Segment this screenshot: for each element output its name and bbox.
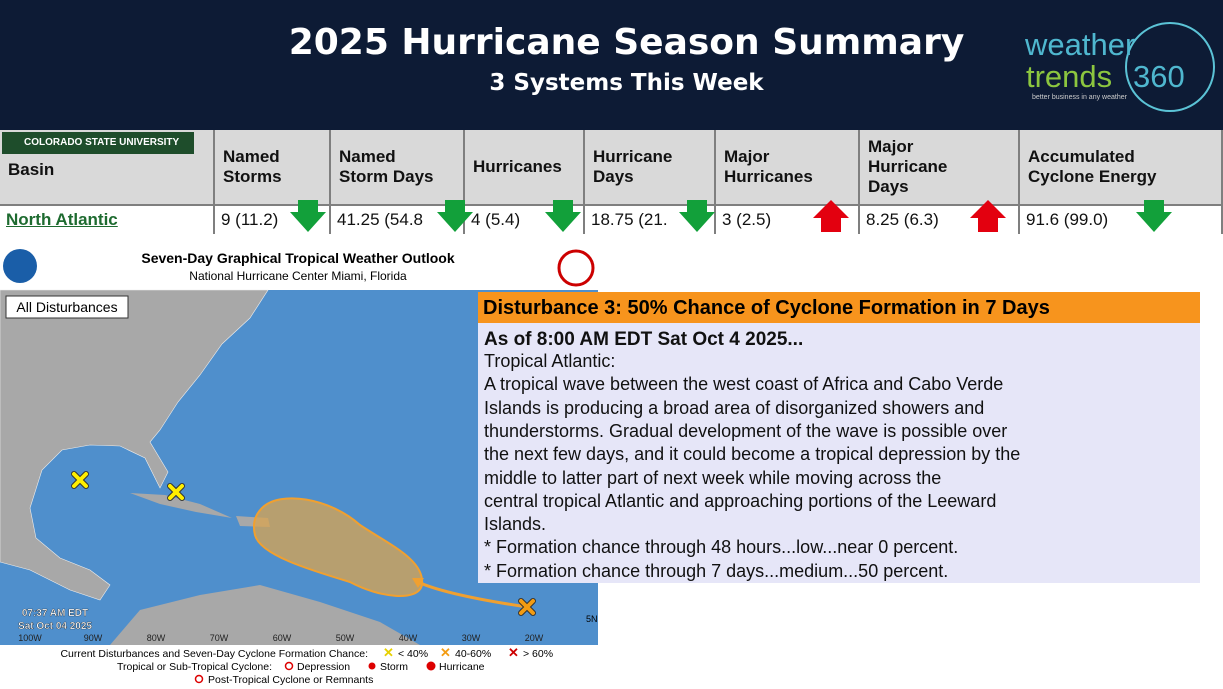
nws-logo: [557, 249, 595, 287]
outlook-as-of: As of 8:00 AM EDT Sat Oct 4 2025...: [484, 329, 804, 350]
land: [0, 289, 269, 601]
logo: weather trends 360 better business in an…: [1024, 22, 1215, 112]
logo-ring: [1125, 22, 1215, 112]
outlook-line: Tropical Atlantic:: [484, 351, 616, 371]
header-line: Hurricane: [593, 147, 673, 166]
legend-icon: [426, 661, 436, 671]
outlook-heading: Disturbance 3: 50% Chance of Cyclone For…: [478, 292, 1200, 323]
legend-text: Current Disturbances and Seven-Day Cyclo…: [60, 648, 368, 660]
legend-text: Depression: [297, 661, 350, 673]
legend-text: > 60%: [523, 648, 553, 660]
header-line: Storms: [223, 167, 282, 186]
outlook-line: * Formation chance through 7 days...medi…: [484, 560, 949, 581]
longitude-label: 20W: [525, 633, 544, 643]
land: [130, 493, 232, 518]
outlook-line: Islands.: [484, 514, 547, 535]
table-cell: 8.25 (6.3): [860, 204, 1020, 234]
table-cell: 18.75 (21.: [585, 204, 716, 234]
outlook-line: thunderstorms. Gradual development of th…: [484, 420, 1008, 441]
track-arrow-head: [412, 578, 424, 588]
longitude-label: 40W: [399, 633, 418, 643]
outlook-line: Islands is producing a broad area of dis…: [484, 397, 985, 418]
outlook-map: Seven-Day Graphical Tropical Weather Out…: [0, 240, 598, 689]
logo-word: 360: [1133, 59, 1185, 94]
header-bar: [0, 0, 1223, 130]
column-header: Named Storm Days: [331, 130, 465, 204]
table-cell: 3 (2.5): [716, 204, 860, 234]
header-line: Days: [593, 167, 634, 186]
table-cell: 4 (5.4): [465, 204, 585, 234]
outlook-line: * Formation chance through 48 hours...lo…: [484, 537, 959, 558]
longitude-label: 90W: [84, 633, 103, 643]
logo-tagline: better business in any weather: [1032, 94, 1128, 101]
column-header: Major Hurricanes: [716, 130, 860, 204]
legend-text: Hurricane: [439, 661, 485, 673]
column-header: Hurricane Days: [585, 130, 716, 204]
csu-badge: COLORADO STATE UNIVERSITY: [2, 132, 194, 154]
up-arrow: [813, 200, 1006, 232]
outlook-line: the next few days, and it could become a…: [484, 444, 1021, 465]
legend-icon: [284, 661, 294, 671]
legend-icon: ✕: [508, 645, 519, 660]
legend-text: 40-60%: [455, 648, 491, 660]
outlook-panel: [478, 292, 1200, 583]
map-subtitle: National Hurricane Center Miami, Florida: [189, 269, 407, 283]
title: 2025 Hurricane Season Summary: [288, 22, 965, 63]
longitude-label: 100W: [18, 633, 42, 643]
header-line: Major: [868, 137, 914, 156]
header-line: Named: [223, 147, 280, 166]
outlook-line: central tropical Atlantic and approachin…: [484, 490, 997, 511]
header-line: Storm Days: [339, 167, 434, 186]
noaa-logo: [3, 249, 37, 283]
legend-text: Tropical or Sub-Tropical Cyclone:: [117, 661, 272, 673]
header-line: Hurricanes: [724, 167, 813, 186]
map-title: Seven-Day Graphical Tropical Weather Out…: [141, 250, 454, 266]
land: [110, 585, 420, 645]
longitude-label: 30W: [462, 633, 481, 643]
header-line: Basin: [8, 160, 55, 179]
latitude-label: 5N: [586, 614, 598, 624]
column-header: Accumulated Cyclone Energy: [1020, 130, 1223, 204]
stats-table: Basin Named Storms Named Storm Days Hurricane…: [0, 130, 1223, 235]
filter-label: All Disturbances: [16, 299, 117, 315]
logo-word: trends: [1026, 59, 1112, 94]
column-header: Named Storms: [215, 130, 331, 204]
table-cell: North Atlantic: [0, 204, 215, 234]
track-arrow: [417, 580, 528, 609]
legend-text: < 40%: [398, 648, 428, 660]
header-line: Hurricane: [868, 157, 948, 176]
map-date: Sat Oct 04 2025: [18, 621, 92, 632]
header-line: Accumulated: [1028, 147, 1135, 166]
disturbance-marker: [71, 471, 536, 616]
longitude-label: 50W: [336, 633, 355, 643]
column-header: Hurricanes: [465, 130, 585, 204]
subtitle: 3 Systems This Week: [489, 70, 764, 96]
outlook-line: middle to latter part of next week while…: [484, 467, 942, 488]
legend-text: Post-Tropical Cyclone or Remnants: [208, 674, 373, 686]
formation-area: [252, 497, 424, 597]
outlook-line: A tropical wave between the west coast o…: [484, 374, 1004, 395]
longitude-label: 80W: [147, 633, 166, 643]
header-line: Days: [868, 177, 909, 196]
logo-word: weather: [1024, 27, 1135, 62]
legend-icon: ✕: [440, 645, 451, 660]
header-line: Named: [339, 147, 396, 166]
map-time: 07:37 AM EDT: [22, 608, 88, 619]
longitude-label: 60W: [273, 633, 292, 643]
longitude-label: 70W: [210, 633, 229, 643]
header-line: Hurricanes: [473, 157, 562, 176]
legend-icon: [368, 662, 376, 670]
trend-arrows: [290, 200, 1172, 232]
filter-box: [5, 295, 129, 319]
column-header: Major Hurricane Days: [860, 130, 1020, 204]
header-line: Cyclone Energy: [1028, 167, 1157, 186]
down-arrow: [290, 200, 1172, 232]
legend-icon: ✕: [383, 645, 394, 660]
table-cell: 9 (11.2): [215, 204, 331, 234]
table-cell: 91.6 (99.0): [1020, 204, 1223, 234]
legend-text: Storm: [380, 661, 408, 673]
header-line: Major: [724, 147, 770, 166]
legend-icon: [194, 674, 204, 684]
